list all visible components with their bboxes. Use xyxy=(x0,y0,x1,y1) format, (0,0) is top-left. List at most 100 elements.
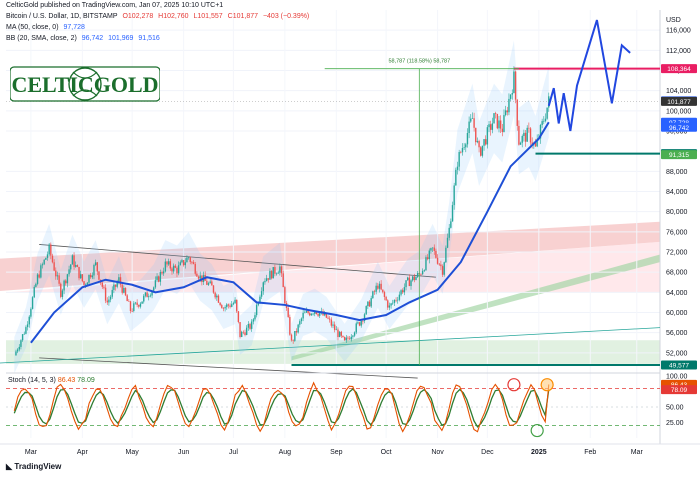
candle-body xyxy=(506,110,508,113)
candle-body xyxy=(123,287,125,293)
candle-body xyxy=(406,277,409,281)
candle xyxy=(20,339,22,350)
candle-body xyxy=(249,323,251,329)
candle-body xyxy=(128,301,130,302)
candle-body xyxy=(448,227,450,238)
celticgold-logo: CELTICGOLD xyxy=(9,64,161,104)
candle-body xyxy=(79,274,82,279)
candle xyxy=(455,167,457,186)
y-tick-label: 72,000 xyxy=(666,250,688,257)
candle xyxy=(167,258,170,266)
candle-body xyxy=(153,287,155,291)
candle-body xyxy=(312,313,314,315)
candle-body xyxy=(46,254,49,258)
candle-body xyxy=(103,286,105,288)
candle-body xyxy=(332,324,334,326)
candle-body xyxy=(294,331,296,341)
candle xyxy=(498,115,500,133)
candle xyxy=(176,266,178,278)
candle-body xyxy=(279,266,281,273)
candle xyxy=(440,260,442,271)
candle xyxy=(539,123,542,144)
candle-body xyxy=(420,274,422,275)
candle-body xyxy=(343,337,346,341)
candle xyxy=(143,294,145,304)
candle-body xyxy=(18,346,20,350)
candle xyxy=(380,280,382,291)
candle-body xyxy=(360,320,362,326)
candle-body xyxy=(36,274,39,284)
resistance-zone xyxy=(6,241,660,293)
candle-body xyxy=(232,303,235,305)
candle xyxy=(89,272,92,279)
candle xyxy=(106,297,108,305)
stoch-d-value: 78.09 xyxy=(77,377,95,384)
candle xyxy=(528,122,530,133)
candle-body xyxy=(51,255,54,263)
candle-body xyxy=(174,265,177,268)
candle-body xyxy=(330,319,333,326)
price-tag-bg xyxy=(661,360,697,370)
candle-body xyxy=(314,311,316,314)
candle-body xyxy=(267,278,269,280)
candle xyxy=(123,285,125,294)
candle-body xyxy=(531,142,533,145)
symbol-line[interactable]: Bitcoin / U.S. Dollar, 1D, BITSTAMP O102… xyxy=(6,13,312,20)
candle-body xyxy=(516,99,518,126)
candle-body xyxy=(250,321,253,329)
candle-body xyxy=(353,332,356,336)
candle xyxy=(501,123,504,137)
candle-body xyxy=(255,304,258,316)
candle-body xyxy=(134,302,137,304)
candle xyxy=(206,278,208,286)
candle-body xyxy=(544,118,547,122)
candle xyxy=(423,269,425,273)
candle xyxy=(109,294,112,303)
candle-body xyxy=(181,260,183,263)
candle xyxy=(463,143,465,150)
candle-body xyxy=(131,310,133,312)
bb-legend[interactable]: BB (20, SMA, close, 2) 96,742 101,969 91… xyxy=(6,35,163,42)
candle-body xyxy=(106,300,108,303)
candle xyxy=(347,335,349,341)
candle-body xyxy=(96,262,98,272)
candles xyxy=(15,66,550,356)
candle xyxy=(78,266,80,281)
tradingview-brand[interactable]: ◣ TradingView xyxy=(6,462,61,471)
candle xyxy=(519,141,522,145)
candle-body xyxy=(269,270,271,280)
candle-body xyxy=(513,71,515,94)
stoch-top-marker xyxy=(507,378,521,392)
candle xyxy=(456,161,459,175)
candle-body xyxy=(392,302,394,304)
candle-body xyxy=(400,290,402,295)
symbol-name[interactable]: Bitcoin / U.S. Dollar, 1D, BITSTAMP xyxy=(6,13,118,20)
ma-legend[interactable]: MA (50, close, 0) 97,728 xyxy=(6,24,88,31)
y-tick-label: 60,000 xyxy=(666,310,688,317)
candle-body xyxy=(222,308,225,309)
candle xyxy=(224,305,226,312)
y-tick-label: 88,000 xyxy=(666,169,688,176)
candle xyxy=(214,291,216,300)
candle xyxy=(86,282,89,285)
y-tick-label: 100,000 xyxy=(666,108,691,115)
price-tag-label: 49,577 xyxy=(669,363,689,370)
candle xyxy=(133,301,135,313)
candle-body xyxy=(436,257,439,264)
candle-body xyxy=(358,322,361,326)
candle xyxy=(377,282,379,290)
stoch-legend: Stoch (14, 5, 3) 86.43 78.09 xyxy=(8,377,95,384)
ohlc-high: H102,760 xyxy=(158,13,189,20)
candle-body xyxy=(40,265,42,278)
candle xyxy=(468,116,470,139)
candle xyxy=(196,271,198,277)
logo-text: CELTICGOLD xyxy=(11,72,158,97)
candle-body xyxy=(139,303,142,307)
candle xyxy=(514,70,517,104)
candle xyxy=(521,134,523,148)
candle-body xyxy=(275,273,278,275)
candle-body xyxy=(398,294,401,300)
candle-body xyxy=(300,318,303,322)
candle-body xyxy=(187,257,190,259)
